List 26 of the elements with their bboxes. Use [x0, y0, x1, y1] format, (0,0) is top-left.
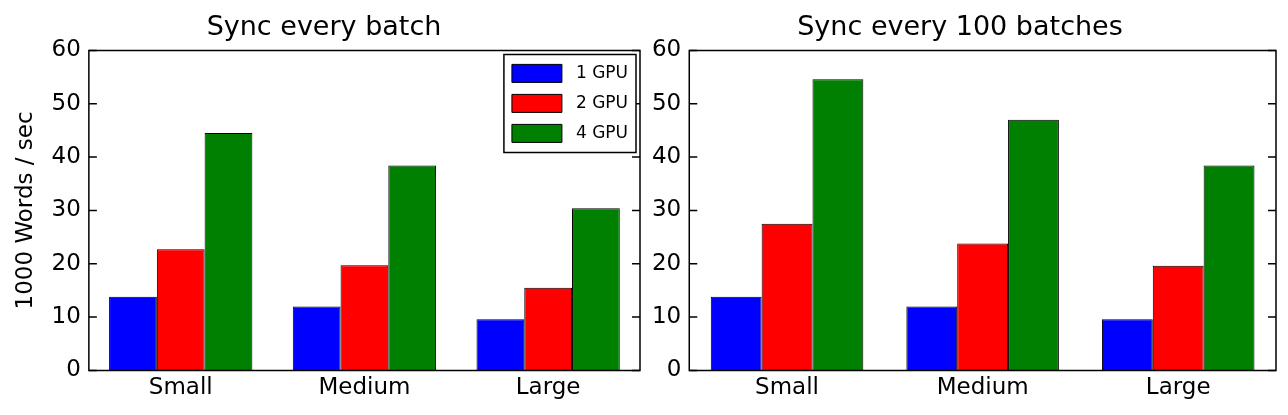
y-tick-label: 60: [51, 35, 81, 62]
x-tick-label: Medium: [318, 373, 411, 400]
y-tick-label: 20: [51, 248, 81, 275]
legend-label: 4 GPU: [575, 121, 629, 142]
y-tick-label: 20: [651, 248, 682, 275]
chart-title: Sync every 100 batches: [797, 10, 1123, 42]
y-axis-title: 1000 Words / sec: [10, 111, 37, 310]
x-tick-label: Large: [515, 373, 581, 400]
y-tick-label: 60: [651, 35, 682, 62]
x-tick-label: Small: [755, 373, 819, 400]
chart-title: Sync every batch: [206, 10, 442, 42]
y-tick-label: 50: [51, 88, 81, 115]
y-tick-label: 30: [51, 195, 81, 222]
y-tick-label: 50: [651, 88, 682, 115]
legend-label: 1 GPU: [575, 61, 629, 82]
legend-label: 2 GPU: [575, 91, 629, 112]
y-tick-label: 40: [51, 142, 81, 169]
y-tick-label: 40: [651, 142, 682, 169]
x-tick-label: Large: [1145, 373, 1211, 400]
y-tick-label: 30: [651, 195, 682, 222]
x-tick-label: Medium: [936, 373, 1029, 400]
y-tick-label: 0: [66, 355, 81, 382]
y-tick-label: 0: [666, 355, 682, 382]
y-tick-label: 10: [51, 302, 81, 329]
y-tick-label: 10: [651, 302, 682, 329]
x-tick-label: Small: [148, 373, 213, 400]
